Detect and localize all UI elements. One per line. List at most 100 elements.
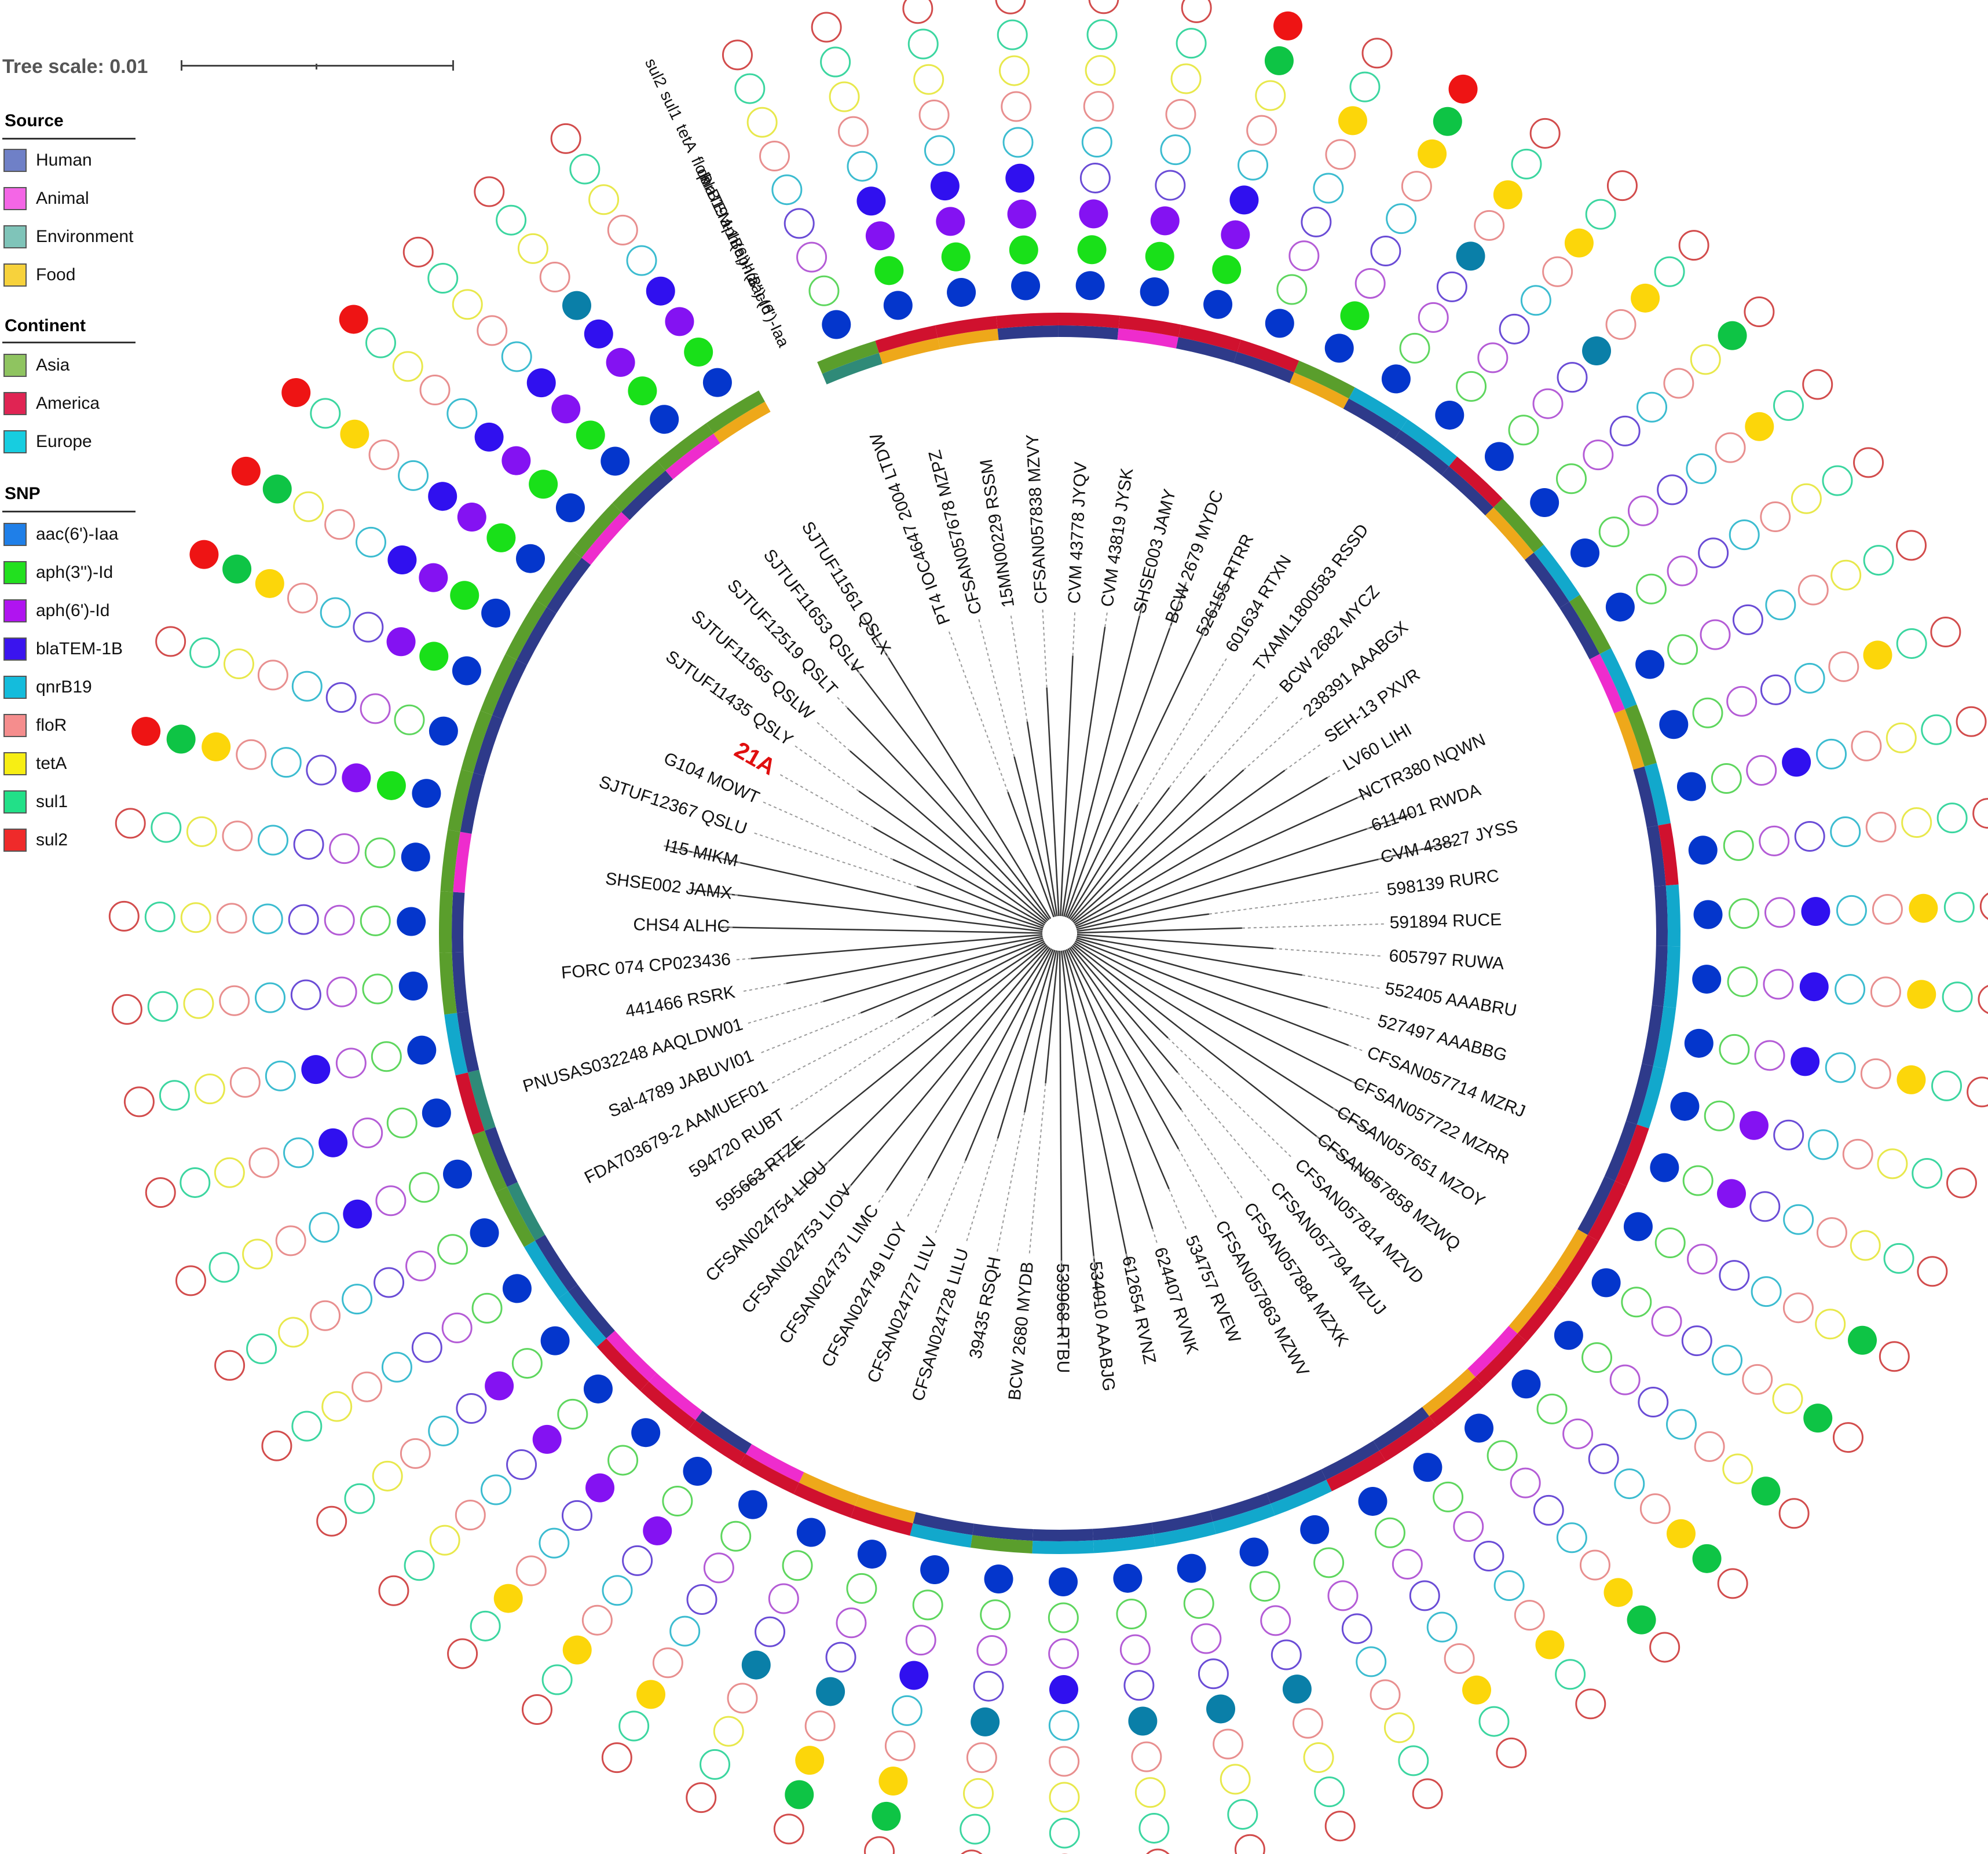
gene-marker-sul2: [1717, 1568, 1748, 1599]
gene-marker-aph-6-id: [441, 1312, 473, 1343]
gene-marker-sul2: [214, 1350, 246, 1381]
source-ring-segment: [453, 831, 472, 893]
gene-marker-aph-6-id: [1150, 206, 1180, 236]
gene-marker-teta: [1564, 228, 1594, 258]
continent-ring-segment: [1032, 1540, 1094, 1554]
gene-marker-aph-3-id: [1433, 1481, 1464, 1512]
continent-ring-segment: [440, 829, 460, 892]
gene-marker-flor: [1444, 1643, 1475, 1674]
gene-marker-sul2: [686, 1782, 717, 1813]
gene-marker-qnrb19: [1282, 1675, 1312, 1704]
continent-ring-segment: [1449, 456, 1503, 508]
gene-marker-aph-3-id: [1654, 1228, 1686, 1259]
gene-marker-blatem-1b: [353, 611, 384, 643]
gene-marker-blatem-1b: [456, 1393, 487, 1424]
gene-marker-flor: [1049, 1746, 1080, 1777]
gene-marker-teta: [1338, 106, 1367, 135]
gene-marker-sul2: [1181, 0, 1212, 23]
gene-marker-aac-6-iaa: [1075, 271, 1105, 301]
gene-marker-aac-6-iaa: [920, 1555, 950, 1584]
leaf-label: FORC 074 CP023436: [561, 950, 731, 983]
gene-marker-sul2: [1146, 1848, 1170, 1854]
source-ring-segment: [1422, 1368, 1476, 1416]
gene-marker-sul2: [1978, 985, 1988, 1014]
gene-marker-flor: [1325, 139, 1356, 170]
gene-marker-blatem-1b: [306, 754, 337, 786]
source-ring-segment: [822, 353, 883, 384]
gene-marker-sul2: [155, 626, 186, 657]
gene-marker-sul1: [1896, 628, 1927, 659]
gene-marker-teta: [1909, 893, 1938, 923]
gene-marker-aph-3-id: [662, 1485, 693, 1516]
leaf-label: CFSAN057838 MZVY: [1023, 434, 1051, 604]
gene-marker-aac-6-iaa: [1554, 1321, 1583, 1350]
branch: [1074, 942, 1375, 1135]
continent-ring-segment: [996, 313, 1059, 329]
gene-marker-flor: [1663, 368, 1694, 399]
branch-guide: [1152, 1229, 1158, 1243]
branch: [873, 827, 1045, 926]
gene-marker-aac-6-iaa: [1693, 900, 1723, 929]
branch: [1070, 946, 1178, 1073]
source-ring-segment: [492, 659, 528, 720]
gene-marker-aph-6-id: [1763, 969, 1794, 1000]
legend-item-snp-4: qnrB19: [3, 675, 92, 699]
gene-marker-flor: [1828, 651, 1859, 682]
branch: [1064, 581, 1187, 918]
legend-label: Food: [36, 265, 76, 284]
legend-label: tetA: [36, 754, 67, 773]
gene-marker-sul2: [1946, 1167, 1977, 1199]
gene-marker-sul1: [1912, 1157, 1943, 1189]
gene-marker-qnrb19: [602, 1575, 633, 1606]
continent-ring-segment: [572, 503, 622, 558]
gene-marker-sul1: [1511, 148, 1542, 179]
gene-marker-blatem-1b: [387, 545, 417, 574]
source-ring-segment: [665, 433, 720, 479]
gene-marker-sul1: [344, 1483, 375, 1514]
gene-marker-teta: [1170, 63, 1202, 94]
legend-label: aac(6')-Iaa: [36, 525, 119, 544]
continent-ring-segment: [444, 1013, 468, 1076]
branch-guide: [1302, 974, 1380, 989]
gene-marker-aph-3-id: [408, 1172, 440, 1203]
gene-marker-flor: [352, 1371, 383, 1402]
gene-marker-qnrb19: [381, 1351, 412, 1383]
gene-marker-qnrb19: [1665, 1409, 1697, 1440]
gene-marker-blatem-1b: [1271, 1639, 1302, 1670]
gene-marker-flor: [1001, 91, 1032, 122]
gene-marker-blatem-1b: [1409, 1580, 1440, 1611]
gene-marker-aac-6-iaa: [398, 972, 428, 1001]
gene-marker-sul1: [1627, 1605, 1656, 1635]
branch-guide: [758, 1012, 861, 1054]
gene-marker-aac-6-iaa: [1140, 277, 1169, 307]
gene-marker-aph-6-id: [1532, 388, 1564, 419]
gene-marker-blatem-1b: [1638, 1387, 1669, 1418]
gene-marker-aph-6-id: [976, 1635, 1008, 1666]
branch: [786, 936, 1043, 984]
gene-marker-teta: [588, 184, 620, 215]
gene-marker-sul1: [1936, 803, 1968, 834]
gene-marker-aph-3-id: [376, 771, 406, 800]
gene-marker-sul1: [470, 1610, 501, 1642]
gene-marker-aph-6-id: [485, 1371, 514, 1401]
gene-marker-aph-6-id: [551, 394, 581, 424]
gene-marker-flor: [419, 375, 451, 406]
legend-swatch: [3, 523, 27, 546]
gene-marker-flor: [804, 1710, 836, 1742]
branch-guide: [841, 1182, 854, 1197]
gene-marker-blatem-1b: [293, 829, 324, 860]
gene-marker-aac-6-iaa: [1623, 1212, 1653, 1241]
gene-marker-aph-6-id: [1079, 199, 1108, 229]
source-ring-segment: [1604, 1120, 1637, 1181]
gene-marker-teta: [202, 732, 231, 761]
gene-marker-sul2: [1412, 1778, 1443, 1809]
gene-marker-aph-3-id: [1621, 1287, 1652, 1318]
gene-marker-sul2: [864, 1836, 895, 1854]
gene-marker-sul1: [496, 204, 527, 236]
branch-guide: [1010, 613, 1028, 722]
legend-label: sul1: [36, 792, 68, 811]
gene-marker-qnrb19: [398, 460, 429, 491]
continent-ring-segment: [439, 952, 457, 1015]
gene-marker-sul2: [961, 1849, 983, 1854]
gene-marker-sul1: [159, 1080, 190, 1111]
